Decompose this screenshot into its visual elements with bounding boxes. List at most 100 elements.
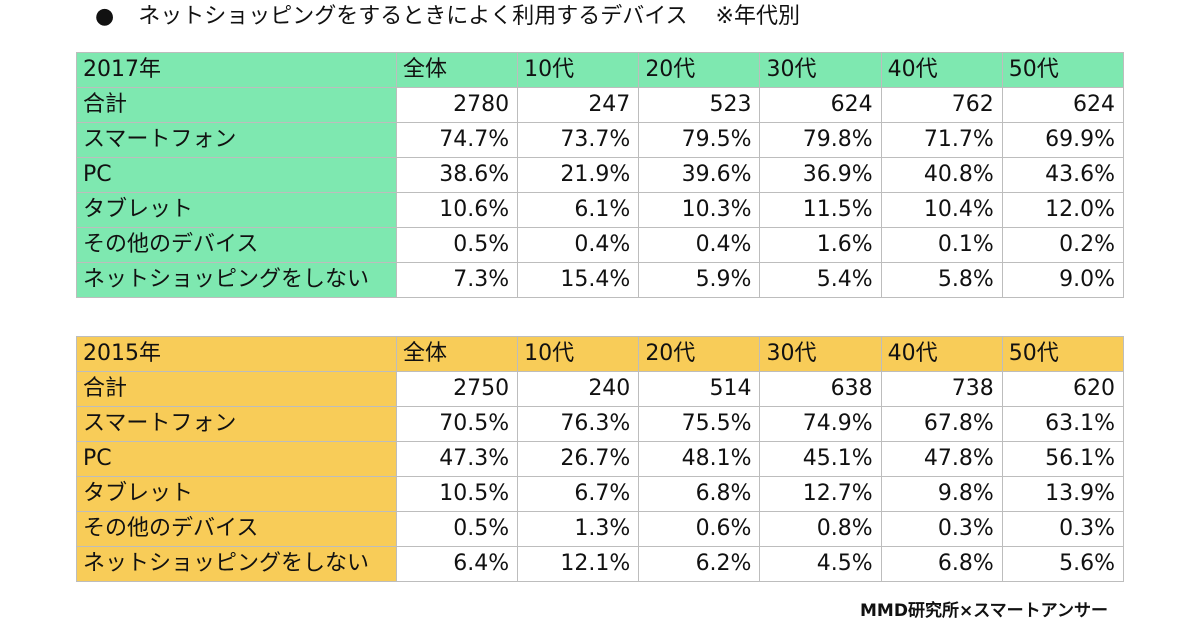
- table-cell: 10.6%: [395, 192, 519, 228]
- bullet-icon: ●: [95, 4, 115, 29]
- table-row: ネットショッピングをしない 6.4% 12.1% 6.2% 4.5% 6.8% …: [76, 546, 1125, 582]
- table-cell: 624: [759, 87, 882, 123]
- row-label: PC: [76, 441, 397, 477]
- column-header: 50代: [1001, 336, 1125, 372]
- table-cell: 0.3%: [880, 511, 1003, 547]
- table-cell: 43.6%: [1001, 157, 1125, 193]
- table-cell: 514: [638, 371, 761, 407]
- table-cell: 79.8%: [759, 122, 882, 158]
- table-cell: 6.8%: [638, 476, 761, 512]
- table-row: ネットショッピングをしない 7.3% 15.4% 5.9% 5.4% 5.8% …: [76, 262, 1125, 298]
- table-cell: 6.1%: [517, 192, 640, 228]
- table-cell: 26.7%: [517, 441, 640, 477]
- table-row: その他のデバイス 0.5% 1.3% 0.6% 0.8% 0.3% 0.3%: [76, 511, 1125, 547]
- table-cell: 10.5%: [395, 476, 519, 512]
- table-cell: 12.7%: [759, 476, 882, 512]
- row-label: 合計: [76, 87, 397, 123]
- row-label: タブレット: [76, 192, 397, 228]
- table-cell: 240: [517, 371, 640, 407]
- column-header: 全体: [395, 52, 519, 88]
- row-label: スマートフォン: [76, 122, 397, 158]
- row-label: PC: [76, 157, 397, 193]
- table-cell: 21.9%: [517, 157, 640, 193]
- table-cell: 38.6%: [395, 157, 519, 193]
- column-header: 50代: [1001, 52, 1125, 88]
- table-year-label: 2017年: [76, 52, 397, 88]
- table-cell: 2780: [395, 87, 519, 123]
- table-cell: 0.1%: [880, 227, 1003, 263]
- table-cell: 0.8%: [759, 511, 882, 547]
- table-cell: 71.7%: [880, 122, 1003, 158]
- table-cell: 6.7%: [517, 476, 640, 512]
- row-label: ネットショッピングをしない: [76, 546, 397, 582]
- table-cell: 738: [880, 371, 1003, 407]
- table-cell: 75.5%: [638, 406, 761, 442]
- table-row: PC 38.6% 21.9% 39.6% 36.9% 40.8% 43.6%: [76, 157, 1125, 193]
- table-header-row: 2017年 全体 10代 20代 30代 40代 50代: [76, 52, 1125, 88]
- table-cell: 12.0%: [1001, 192, 1125, 228]
- table-cell: 5.4%: [759, 262, 882, 298]
- table-row: スマートフォン 70.5% 76.3% 75.5% 74.9% 67.8% 63…: [76, 406, 1125, 442]
- table-cell: 1.3%: [517, 511, 640, 547]
- table-cell: 0.4%: [517, 227, 640, 263]
- table-header-row: 2015年 全体 10代 20代 30代 40代 50代: [76, 336, 1125, 372]
- table-cell: 4.5%: [759, 546, 882, 582]
- table-cell: 47.3%: [395, 441, 519, 477]
- table-cell: 70.5%: [395, 406, 519, 442]
- table-cell: 76.3%: [517, 406, 640, 442]
- table-cell: 6.2%: [638, 546, 761, 582]
- table-row: タブレット 10.5% 6.7% 6.8% 12.7% 9.8% 13.9%: [76, 476, 1125, 512]
- table-cell: 39.6%: [638, 157, 761, 193]
- table-cell: 73.7%: [517, 122, 640, 158]
- table-cell: 624: [1001, 87, 1125, 123]
- table-cell: 0.2%: [1001, 227, 1125, 263]
- table-cell: 5.8%: [880, 262, 1003, 298]
- column-header: 30代: [759, 52, 882, 88]
- table-cell: 10.3%: [638, 192, 761, 228]
- table-cell: 0.6%: [638, 511, 761, 547]
- row-label: その他のデバイス: [76, 511, 397, 547]
- table-year-label: 2015年: [76, 336, 397, 372]
- row-label: 合計: [76, 371, 397, 407]
- table-cell: 56.1%: [1001, 441, 1125, 477]
- table-cell: 74.7%: [395, 122, 519, 158]
- table-cell: 13.9%: [1001, 476, 1125, 512]
- table-cell: 523: [638, 87, 761, 123]
- table-cell: 5.6%: [1001, 546, 1125, 582]
- table-cell: 12.1%: [517, 546, 640, 582]
- table-row: 合計 2780 247 523 624 762 624: [76, 87, 1125, 123]
- table-row: その他のデバイス 0.5% 0.4% 0.4% 1.6% 0.1% 0.2%: [76, 227, 1125, 263]
- column-header: 30代: [759, 336, 882, 372]
- column-header: 10代: [517, 52, 640, 88]
- table-cell: 15.4%: [517, 262, 640, 298]
- source-credit: MMD研究所×スマートアンサー: [860, 601, 1108, 621]
- table-cell: 6.8%: [880, 546, 1003, 582]
- table-cell: 638: [759, 371, 882, 407]
- table-cell: 6.4%: [395, 546, 519, 582]
- table-cell: 63.1%: [1001, 406, 1125, 442]
- row-label: ネットショッピングをしない: [76, 262, 397, 298]
- table-cell: 45.1%: [759, 441, 882, 477]
- table-cell: 69.9%: [1001, 122, 1125, 158]
- column-header: 10代: [517, 336, 640, 372]
- table-cell: 5.9%: [638, 262, 761, 298]
- table-cell: 67.8%: [880, 406, 1003, 442]
- table-cell: 0.5%: [395, 227, 519, 263]
- row-label: スマートフォン: [76, 406, 397, 442]
- table-cell: 2750: [395, 371, 519, 407]
- table-2015: 2015年 全体 10代 20代 30代 40代 50代 合計 2750 240…: [76, 336, 1125, 582]
- table-cell: 40.8%: [880, 157, 1003, 193]
- heading-note: ※年代別: [715, 4, 800, 29]
- table-cell: 0.3%: [1001, 511, 1125, 547]
- column-header: 40代: [880, 52, 1003, 88]
- column-header: 20代: [638, 52, 761, 88]
- table-cell: 1.6%: [759, 227, 882, 263]
- table-cell: 0.5%: [395, 511, 519, 547]
- table-cell: 47.8%: [880, 441, 1003, 477]
- column-header: 20代: [638, 336, 761, 372]
- table-cell: 36.9%: [759, 157, 882, 193]
- row-label: その他のデバイス: [76, 227, 397, 263]
- table-cell: 79.5%: [638, 122, 761, 158]
- table-cell: 247: [517, 87, 640, 123]
- table-cell: 762: [880, 87, 1003, 123]
